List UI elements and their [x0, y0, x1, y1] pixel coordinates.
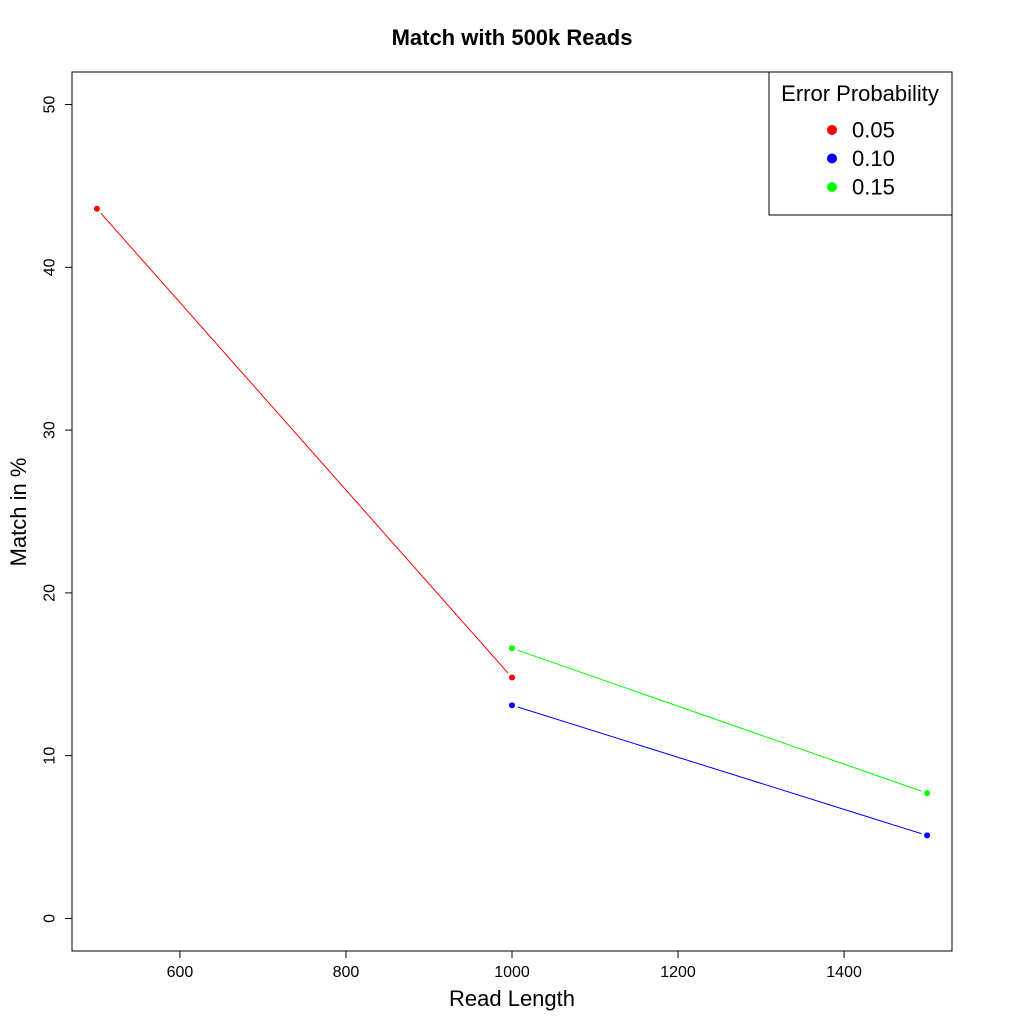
series-0.15	[509, 645, 931, 797]
series-line-segment	[517, 649, 922, 792]
series-0.10	[509, 702, 931, 839]
y-axis: 0 10 20 30 40 50	[42, 96, 73, 923]
data-point	[924, 832, 931, 839]
chart-title: Match with 500k Reads	[392, 25, 633, 50]
data-point	[924, 790, 931, 797]
y-axis-label: Match in %	[6, 458, 31, 567]
x-tick-label: 1200	[660, 964, 696, 981]
x-axis-label: Read Length	[449, 986, 575, 1011]
legend-title: Error Probability	[781, 81, 939, 106]
x-tick-label: 1400	[826, 964, 862, 981]
x-tick-label: 1000	[494, 964, 530, 981]
legend-label: 0.05	[852, 118, 895, 143]
legend: Error Probability 0.05 0.10 0.15	[768, 71, 953, 216]
legend-marker	[827, 182, 837, 192]
series-0.05	[93, 205, 515, 681]
legend-items: 0.05 0.10 0.15	[827, 118, 895, 200]
x-tick-label: 800	[333, 964, 360, 981]
legend-marker	[827, 153, 837, 164]
legend-label: 0.15	[852, 175, 895, 200]
y-tick-label: 30	[42, 421, 59, 439]
data-point	[93, 205, 100, 212]
legend-label: 0.10	[852, 146, 895, 171]
y-tick-label: 0	[42, 914, 59, 923]
x-axis: 600 800 1000 1200 1400	[167, 950, 862, 981]
legend-box	[768, 71, 953, 216]
y-tick-label: 50	[42, 96, 59, 114]
data-point	[509, 674, 515, 681]
data-point	[509, 702, 515, 709]
series-layer	[93, 205, 931, 839]
y-tick-label: 10	[42, 747, 59, 765]
series-line-segment	[100, 212, 509, 674]
series-line-segment	[517, 706, 922, 835]
data-point	[509, 645, 515, 652]
y-tick-label: 40	[42, 258, 59, 276]
y-tick-label: 20	[42, 584, 59, 602]
x-tick-label: 600	[167, 964, 194, 981]
legend-marker	[827, 125, 837, 135]
